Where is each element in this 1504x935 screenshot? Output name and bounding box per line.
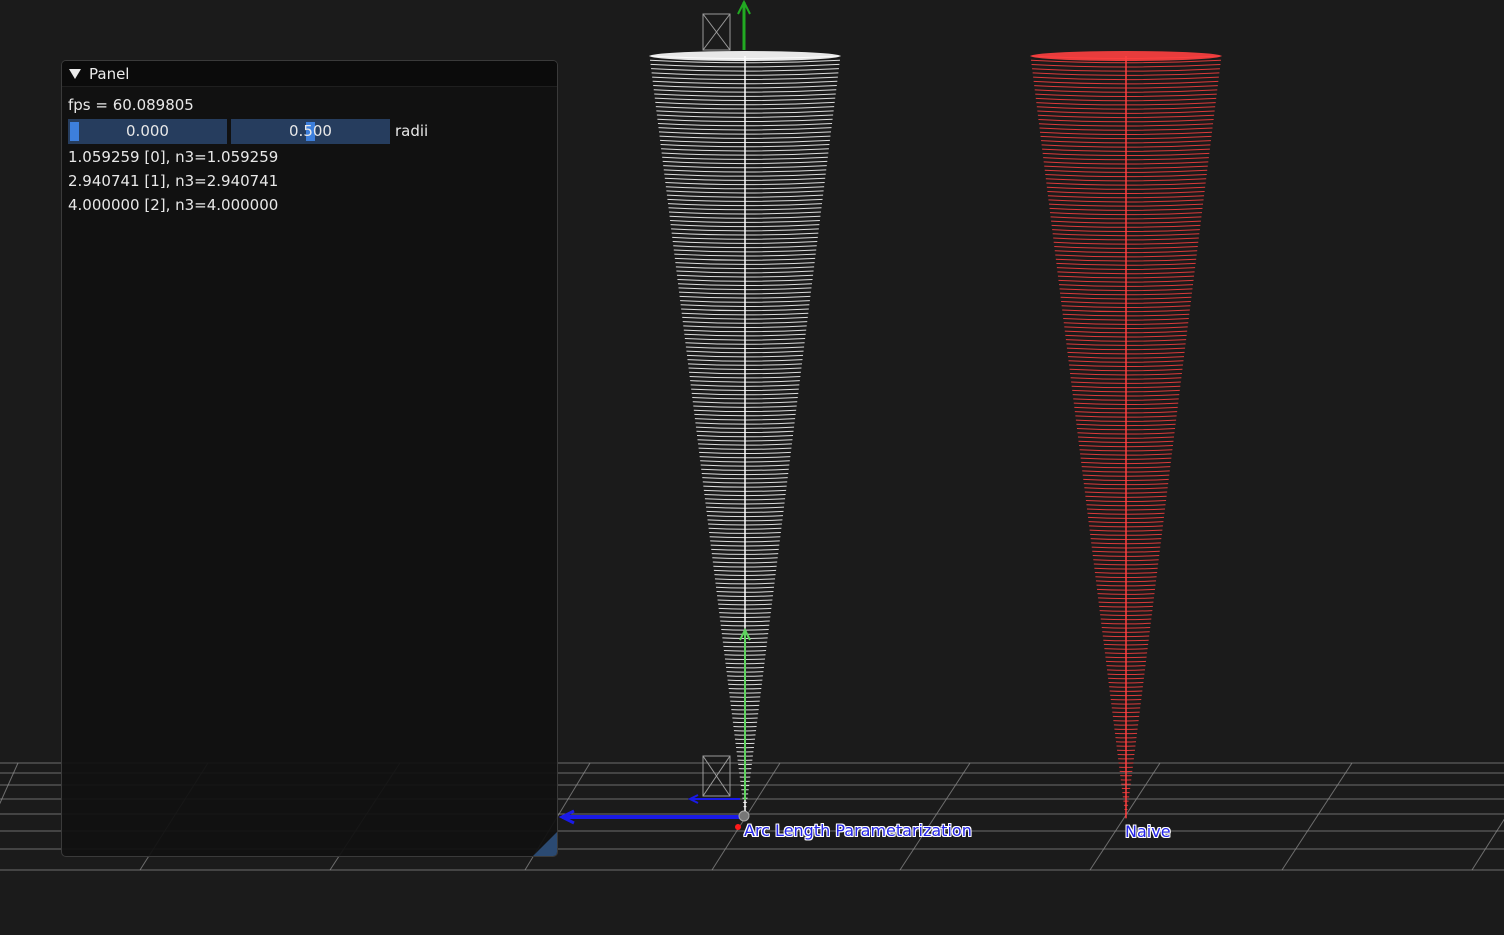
gizmo-box-bottom [702, 755, 731, 797]
origin-handle [738, 810, 750, 822]
radii-label: radii [395, 122, 429, 140]
radii-slider-1[interactable]: 0.500 [231, 118, 390, 144]
radii-slider-row: 0.000 0.500 radii [68, 118, 551, 144]
z-axis-dot [735, 824, 741, 830]
grid-line [1089, 762, 1161, 871]
x-axis-arrowhead [558, 809, 575, 825]
gizmo-box-diag [702, 13, 731, 51]
y-axis-arrowhead-top [737, 0, 751, 15]
grid-line [899, 762, 971, 871]
slider-value-1: 0.500 [289, 121, 332, 140]
grid-line [0, 762, 19, 805]
arc-length-cone [649, 51, 841, 816]
collapse-arrow-icon[interactable] [69, 68, 81, 79]
y-axis-arrowhead [739, 627, 751, 641]
slider-grab-0[interactable] [70, 121, 79, 141]
slider-value-0: 0.000 [126, 121, 169, 140]
arc-length-label: Arc Length Parametarization [744, 821, 972, 840]
radius-line-2: 4.000000 [2], n3=4.000000 [68, 196, 279, 214]
radius-line-1: 2.940741 [1], n3=2.940741 [68, 172, 279, 190]
radii-slider-0[interactable]: 0.000 [68, 118, 227, 144]
slider-grab-1[interactable] [306, 121, 315, 141]
resize-grip-icon[interactable] [533, 832, 557, 856]
naive-cone [1030, 51, 1222, 819]
x-axis-arrowhead-small [687, 794, 699, 804]
transform-gizmo[interactable] [558, 0, 751, 830]
fps-readout: fps = 60.089805 [68, 96, 194, 114]
gizmo-box-diag [702, 755, 731, 797]
panel-titlebar[interactable]: Panel [62, 61, 557, 87]
radius-line-0: 1.059259 [0], n3=1.059259 [68, 148, 279, 166]
grid-line [1471, 818, 1504, 871]
naive-label: Naive [1125, 822, 1171, 841]
gizmo-box-top [702, 13, 731, 51]
panel-title: Panel [89, 64, 130, 83]
grid-line [1281, 762, 1353, 871]
panel-window[interactable]: Panel fps = 60.089805 0.000 0.500 radii … [61, 60, 558, 857]
